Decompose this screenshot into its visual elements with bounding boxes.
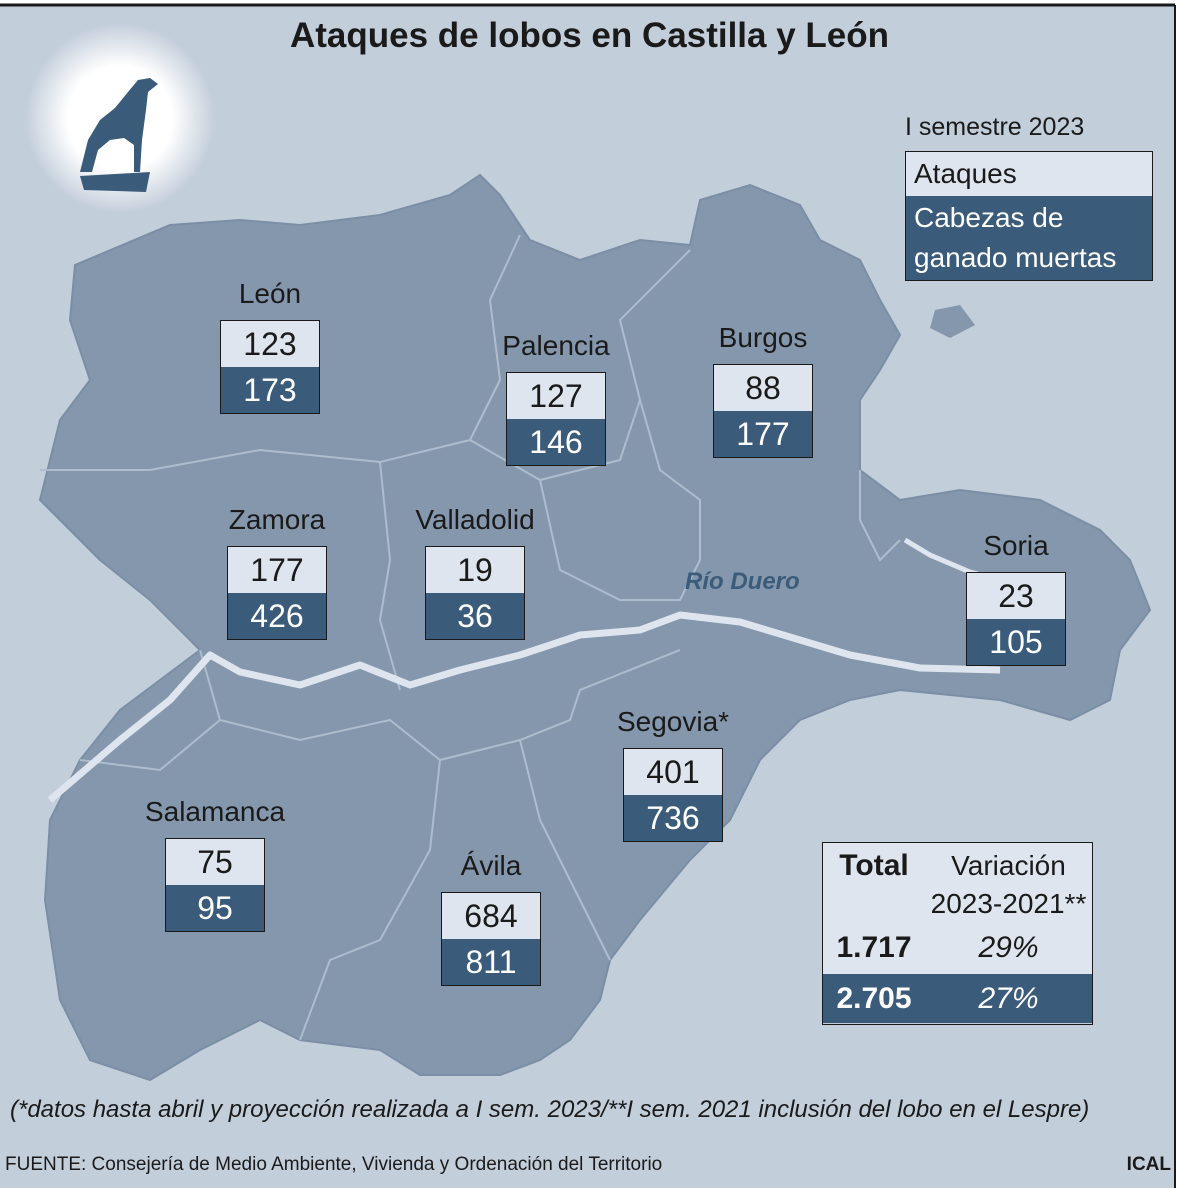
killed-value: 426 [228, 593, 326, 639]
footnote: (*datos hasta abril y proyección realiza… [10, 1096, 1090, 1123]
total-value: 1.717 [836, 931, 912, 964]
province-box: 19 36 [425, 546, 525, 640]
province-name: Ávila [460, 850, 522, 881]
legend-attacks: Ataques [906, 152, 1152, 196]
killed-value: 736 [624, 795, 722, 841]
legend-killed: Cabezas de ganado muertas [906, 196, 1152, 280]
killed-value: 95 [166, 885, 264, 931]
totals-header: Total [839, 849, 909, 882]
total-value: 2.705 [836, 982, 912, 1015]
killed-value: 105 [967, 619, 1065, 665]
title: Ataques de lobos en Castilla y León [289, 16, 890, 55]
killed-value: 146 [507, 419, 605, 465]
totals-table: Total Variación 2023-2021** 1.717 29% 2.… [822, 842, 1093, 1025]
river-label: Río Duero [685, 568, 800, 595]
attacks-value: 19 [426, 547, 524, 593]
province-name: Soria [983, 530, 1049, 561]
legend-period: I semestre 2023 [905, 113, 1085, 141]
province-name: Valladolid [415, 504, 535, 535]
province-name: Segovia* [616, 706, 730, 737]
variation-value: 29% [978, 931, 1039, 964]
province-box: 88 177 [713, 364, 813, 458]
province-name: Zamora [228, 504, 326, 535]
province-name: Burgos [718, 322, 808, 353]
wolf-icon [80, 78, 158, 192]
credit: ICAL [1126, 1154, 1171, 1175]
province-box: 75 95 [165, 838, 265, 932]
province-box: 127 146 [506, 372, 606, 466]
province-box: 123 173 [220, 320, 320, 414]
totals-header: Variación 2023-2021** [930, 850, 1087, 919]
killed-value: 36 [426, 593, 524, 639]
legend: Ataques Cabezas de ganado muertas [905, 151, 1153, 281]
river-duero [47, 611, 1001, 803]
attacks-value: 684 [442, 893, 540, 939]
province-name: Salamanca [144, 796, 286, 827]
killed-value: 811 [442, 939, 540, 985]
province-name: Palencia [502, 330, 610, 361]
province-box: 684 811 [441, 892, 541, 986]
attacks-value: 88 [714, 365, 812, 411]
attacks-value: 127 [507, 373, 605, 419]
attacks-value: 401 [624, 749, 722, 795]
killed-value: 177 [714, 411, 812, 457]
enclave [930, 305, 975, 338]
province-borders [40, 234, 901, 1041]
province-name: León [238, 278, 302, 309]
province-box: 401 736 [623, 748, 723, 842]
province-box: 177 426 [227, 546, 327, 640]
attacks-value: 177 [228, 547, 326, 593]
province-box: 23 105 [966, 572, 1066, 666]
attacks-value: 75 [166, 839, 264, 885]
source: FUENTE: Consejería de Medio Ambiente, Vi… [5, 1154, 663, 1175]
attacks-value: 23 [967, 573, 1065, 619]
variation-value: 27% [978, 982, 1039, 1015]
attacks-value: 123 [221, 321, 319, 367]
killed-value: 173 [221, 367, 319, 413]
